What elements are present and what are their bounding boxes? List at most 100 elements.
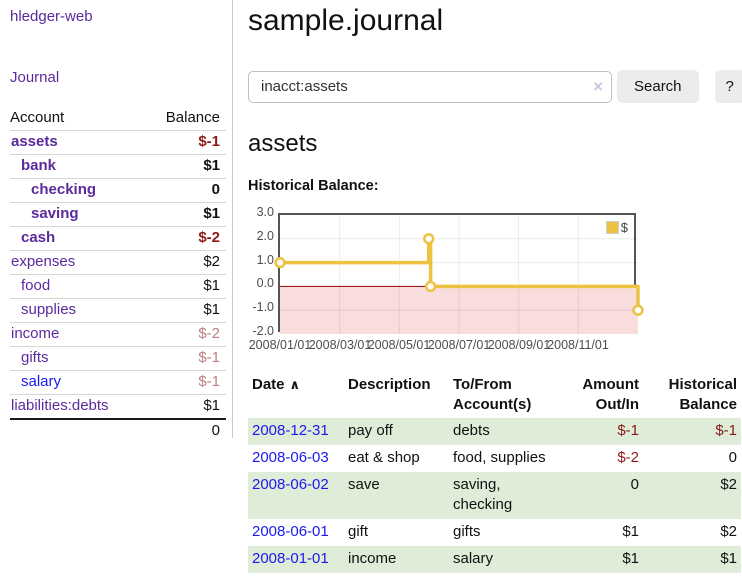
accounts-total-row: 0 [10,419,226,443]
register-header-row: Date ∧ Description To/From Account(s) Amo… [248,372,741,418]
transaction-balance: $-1 [715,422,737,439]
transaction-date-link[interactable]: 2008-06-01 [252,523,329,540]
date-column-header[interactable]: Date ∧ [248,372,344,418]
account-link-assets[interactable]: assets [11,133,58,150]
sort-ascending-icon: ∧ [289,377,301,392]
x-axis-tick: 2008/09/01 [487,338,551,352]
account-column-header: Account [10,109,65,126]
transaction-date-link[interactable]: 2008-06-03 [252,449,329,466]
transaction-accounts: saving, checking [453,476,513,513]
account-balance: $1 [203,205,220,222]
transaction-description: pay off [348,422,393,439]
account-balance: $1 [203,277,220,294]
register-table: Date ∧ Description To/From Account(s) Amo… [248,372,741,573]
account-row: liabilities:debts $1 [10,395,226,420]
transaction-balance: $2 [720,523,737,540]
balance-column-header: Historical Balance [668,376,737,413]
account-link-checking[interactable]: checking [31,181,97,198]
accounts-total: 0 [211,422,220,439]
balance-column-header: Balance [165,109,220,126]
clear-search-icon[interactable]: × [593,76,603,96]
amount-column-header: Amount Out/In [582,376,639,413]
chart-legend: $ [603,219,630,236]
account-row: salary $-1 [10,371,226,395]
accounts-column-header: To/From Account(s) [453,376,532,413]
accounts-table: Account Balance assets $-1 bank $1 check… [10,107,226,443]
transaction-amount: $1 [622,550,639,567]
sidebar: hledger-web Journal Account Balance asse… [0,0,233,439]
x-axis-tick: 2008/01/01 [248,338,312,352]
account-row: gifts $-1 [10,347,226,371]
search-button[interactable]: Search [617,70,699,103]
transaction-description: eat & shop [348,449,420,466]
y-axis-tick: -1.0 [252,300,274,314]
account-balance: $1 [203,301,220,318]
account-row: assets $-1 [10,131,226,155]
account-row: bank $1 [10,155,226,179]
transaction-amount: 0 [630,476,639,493]
date-header-label: Date [252,376,285,393]
x-axis-tick: 2008/03/01 [308,338,372,352]
main-content: sample.journal × Search ? assets Histori… [233,0,742,582]
transaction-row[interactable]: 2008-12-31 pay off debts $-1 $-1 [248,418,741,445]
transaction-accounts: salary [453,550,494,567]
help-button[interactable]: ? [714,70,742,103]
account-link-food[interactable]: food [21,277,51,294]
transaction-row[interactable]: 2008-06-01 gift gifts $1 $2 [248,519,741,546]
account-balance: $1 [203,397,220,414]
account-link-cash[interactable]: cash [21,229,56,246]
transaction-accounts: food, supplies [453,449,546,466]
account-link-supplies[interactable]: supplies [21,301,77,318]
transaction-balance: $2 [720,476,737,493]
account-link-gifts[interactable]: gifts [21,349,49,366]
transaction-row[interactable]: 2008-06-02 save saving, checking 0 $2 [248,472,741,519]
search-input[interactable] [248,70,612,103]
description-column-header: Description [348,376,431,393]
account-link-expenses[interactable]: expenses [11,253,76,270]
transaction-date-link[interactable]: 2008-06-02 [252,476,329,493]
y-axis-tick: 3.0 [256,205,274,219]
account-balance: $-2 [198,229,220,246]
account-link-bank[interactable]: bank [21,157,57,174]
chart-plot-area[interactable]: $ [274,213,644,334]
x-axis-tick: 2008/05/01 [367,338,431,352]
transaction-description: income [348,550,397,567]
legend-label: $ [620,220,628,235]
transaction-amount: $-1 [617,422,639,439]
transaction-row[interactable]: 2008-01-01 income salary $1 $1 [248,546,741,573]
account-balance: 0 [211,181,220,198]
transaction-amount: $-2 [617,449,639,466]
account-row: food $1 [10,275,226,299]
account-row: supplies $1 [10,299,226,323]
x-axis-tick: 2008/07/01 [427,338,491,352]
y-axis-tick: 0.0 [256,276,274,290]
transaction-row[interactable]: 2008-06-03 eat & shop food, supplies $-2… [248,445,741,472]
transaction-date-link[interactable]: 2008-12-31 [252,422,329,439]
y-axis-tick: 1.0 [256,253,274,267]
transaction-date-link[interactable]: 2008-01-01 [252,550,329,567]
account-link-saving[interactable]: saving [31,205,79,222]
transaction-balance: $1 [720,550,737,567]
transaction-description: save [348,476,380,493]
search-form: × Search ? [248,70,742,103]
transaction-description: gift [348,523,369,540]
account-balance: $1 [203,157,220,174]
account-balance: $2 [203,253,220,270]
accounts-header-row: Account Balance [10,107,226,131]
sidebar-item-journal[interactable]: Journal [10,69,60,86]
y-axis-tick: 2.0 [256,229,274,243]
brand-link[interactable]: hledger-web [10,8,93,25]
account-row: cash $-2 [10,227,226,251]
account-balance: $-1 [198,349,220,366]
x-axis-tick: 2008/11/01 [547,338,609,352]
account-link-liabilities-debts[interactable]: liabilities:debts [11,397,109,414]
account-row: expenses $2 [10,251,226,275]
transaction-accounts: gifts [453,523,481,540]
account-link-salary[interactable]: salary [21,373,62,390]
account-link-income[interactable]: income [11,325,60,342]
account-row: saving $1 [10,203,226,227]
transaction-balance: 0 [728,449,737,466]
account-row: income $-2 [10,323,226,347]
balance-step-line-chart [274,215,644,334]
page-title: sample.journal [248,4,444,37]
